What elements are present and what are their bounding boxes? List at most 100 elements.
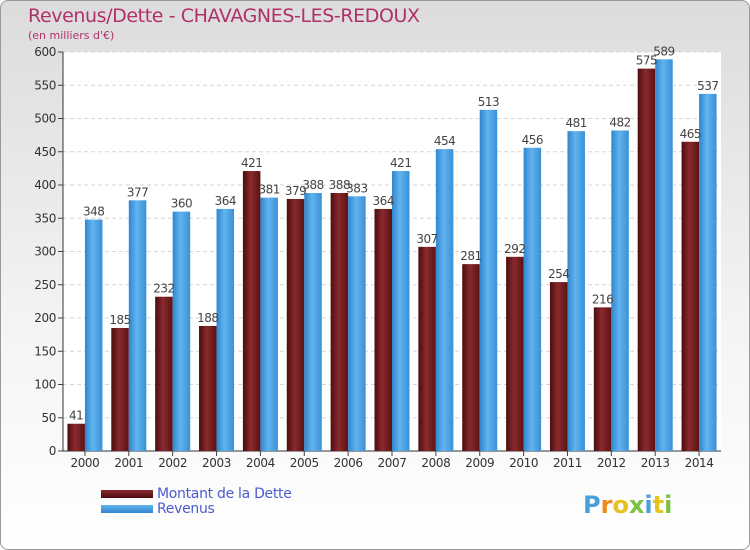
y-tick-label: 350 [34, 211, 56, 225]
data-label: 575 [636, 54, 657, 68]
y-tick-label: 400 [34, 178, 56, 192]
y-tick-label: 600 [34, 45, 56, 59]
data-label: 537 [697, 79, 718, 93]
y-tick-label: 50 [42, 411, 56, 425]
revenus-bar [216, 208, 235, 451]
dette-bar [374, 208, 392, 451]
dette-bar [155, 296, 173, 451]
revenus-bar [172, 211, 191, 451]
revenus-bar [84, 219, 103, 451]
dette-bar [593, 307, 612, 451]
x-tick-label: 2002 [158, 456, 187, 470]
dette-bar [67, 423, 85, 451]
revenus-bar [655, 59, 673, 451]
data-label: 454 [434, 134, 455, 148]
data-label: 421 [241, 156, 262, 170]
y-tick-label: 500 [34, 112, 56, 126]
revenus-bar [128, 200, 147, 451]
x-tick-label: 2000 [70, 456, 99, 470]
data-label: 421 [390, 156, 411, 170]
x-tick-label: 2010 [509, 456, 538, 470]
logo-letter: r [600, 491, 613, 519]
data-label: 482 [609, 115, 630, 129]
revenus-bar [523, 147, 542, 451]
data-label: 360 [171, 197, 192, 211]
revenus-bar [479, 109, 498, 451]
logo-letter: o [612, 491, 629, 519]
x-tick-label: 2005 [290, 456, 319, 470]
dette-bar [418, 246, 436, 451]
data-label: 254 [548, 267, 569, 281]
revenus-bar [435, 149, 454, 451]
logo-letter: P [583, 491, 601, 519]
chart-title: Revenus/Dette - CHAVAGNES-LES-REDOUX [28, 5, 420, 27]
logo-letter: t [652, 491, 665, 519]
legend-item-revenus: Revenus [101, 501, 215, 517]
data-label: 185 [109, 313, 130, 327]
x-tick-label: 2011 [553, 456, 582, 470]
dette-bar [506, 256, 524, 451]
y-tick-label: 300 [34, 245, 56, 259]
data-label: 481 [566, 116, 587, 130]
x-tick-label: 2007 [378, 456, 407, 470]
x-tick-label: 2004 [246, 456, 275, 470]
data-label: 388 [329, 178, 350, 192]
x-tick-label: 2003 [202, 456, 231, 470]
data-label: 232 [153, 282, 174, 296]
y-tick-label: 550 [34, 78, 56, 92]
x-tick-label: 2006 [334, 456, 363, 470]
data-label: 456 [522, 133, 543, 147]
revenus-bar [348, 196, 366, 451]
y-tick-label: 250 [34, 278, 56, 292]
x-tick-label: 2009 [465, 456, 494, 470]
x-tick-label: 2001 [114, 456, 143, 470]
y-tick-label: 150 [34, 344, 56, 358]
revenus-bar [567, 131, 585, 451]
y-tick-label: 100 [34, 378, 56, 392]
logo-letter: i [644, 491, 653, 519]
y-tick-label: 0 [49, 444, 56, 458]
chart-subtitle: (en milliers d'€) [28, 29, 115, 42]
logo-letter: x [628, 491, 645, 519]
data-label: 216 [592, 292, 613, 306]
legend-label-revenus: Revenus [157, 501, 215, 517]
data-label: 379 [285, 184, 306, 198]
proxiti-logo: Proxiti [583, 491, 672, 519]
y-tick-label: 200 [34, 311, 56, 325]
data-label: 188 [197, 311, 218, 325]
x-tick-label: 2008 [421, 456, 450, 470]
x-tick-label: 2014 [685, 456, 714, 470]
revenus-bar [611, 130, 629, 451]
data-label: 41 [69, 409, 83, 423]
revenus-bar [260, 197, 278, 451]
dette-bar [330, 192, 349, 452]
data-label: 589 [653, 44, 674, 58]
dette-bar [199, 325, 217, 451]
dette-bar [462, 264, 480, 451]
revenus-bar [699, 93, 717, 452]
dette-bar [681, 141, 700, 451]
data-label: 292 [504, 242, 525, 256]
legend-swatch-dette [101, 490, 153, 498]
dette-bar [637, 68, 656, 451]
x-tick-label: 2013 [641, 456, 670, 470]
revenus-bar [392, 171, 410, 451]
data-label: 513 [478, 95, 499, 109]
data-label: 307 [416, 232, 437, 246]
dette-bar [111, 327, 129, 451]
data-label: 377 [127, 185, 148, 199]
logo-letter: i [664, 491, 673, 519]
dette-bar [286, 198, 305, 451]
y-tick-label: 450 [34, 145, 56, 159]
dette-bar [549, 282, 568, 451]
legend-item-dette: Montant de la Dette [101, 486, 292, 502]
legend-swatch-revenus [101, 505, 153, 513]
data-label: 388 [302, 178, 323, 192]
x-tick-label: 2012 [597, 456, 626, 470]
revenus-bar [304, 192, 322, 452]
data-label: 348 [83, 205, 104, 219]
legend-label-dette: Montant de la Dette [157, 486, 292, 502]
data-label: 383 [346, 181, 367, 195]
